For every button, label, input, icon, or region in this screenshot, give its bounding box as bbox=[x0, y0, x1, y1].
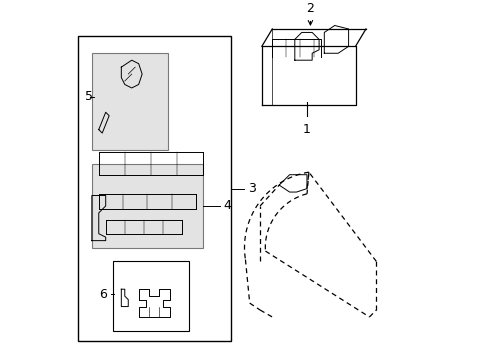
Text: 3: 3 bbox=[247, 182, 255, 195]
Text: 5: 5 bbox=[85, 90, 93, 103]
Bar bbox=[78, 36, 230, 341]
Text: 1: 1 bbox=[303, 123, 310, 136]
Bar bbox=[92, 53, 168, 150]
Text: 2: 2 bbox=[306, 2, 314, 15]
Bar bbox=[92, 164, 203, 248]
Bar bbox=[112, 261, 188, 331]
Text: 4: 4 bbox=[223, 199, 231, 212]
Text: 6: 6 bbox=[100, 288, 107, 301]
